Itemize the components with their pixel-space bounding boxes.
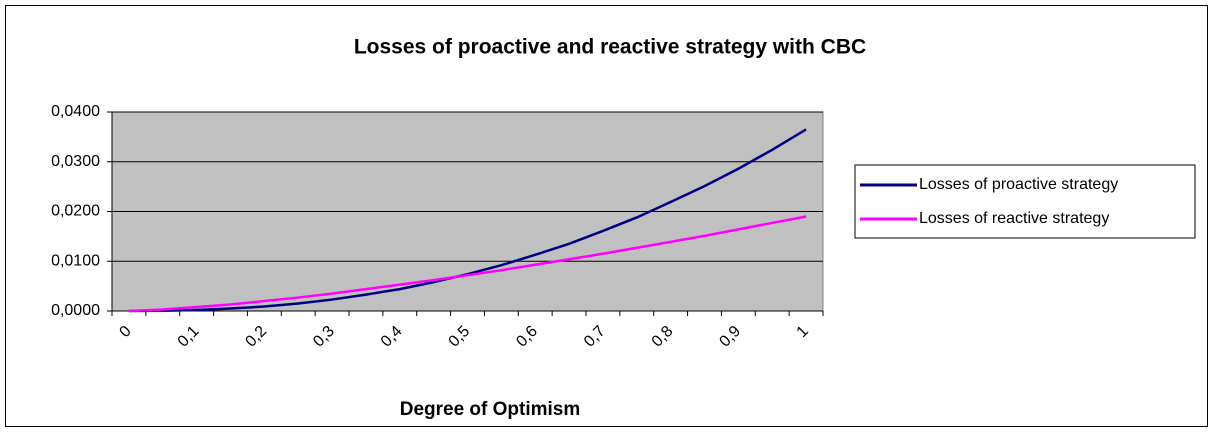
legend-label: Losses of reactive strategy bbox=[919, 210, 1109, 227]
y-tick-label: 0,0100 bbox=[51, 252, 100, 269]
y-tick-label: 0,0000 bbox=[51, 302, 100, 319]
x-axis-title: Degree of Optimism bbox=[400, 399, 581, 420]
legend-box bbox=[854, 164, 1196, 239]
y-tick-label: 0,0400 bbox=[51, 103, 100, 120]
legend-label: Losses of proactive strategy bbox=[919, 176, 1118, 193]
y-tick-label: 0,0300 bbox=[51, 153, 100, 170]
series-line bbox=[128, 215, 807, 313]
chart-title: Losses of proactive and reactive strateg… bbox=[354, 36, 866, 59]
y-tick-label: 0,0200 bbox=[51, 203, 100, 220]
